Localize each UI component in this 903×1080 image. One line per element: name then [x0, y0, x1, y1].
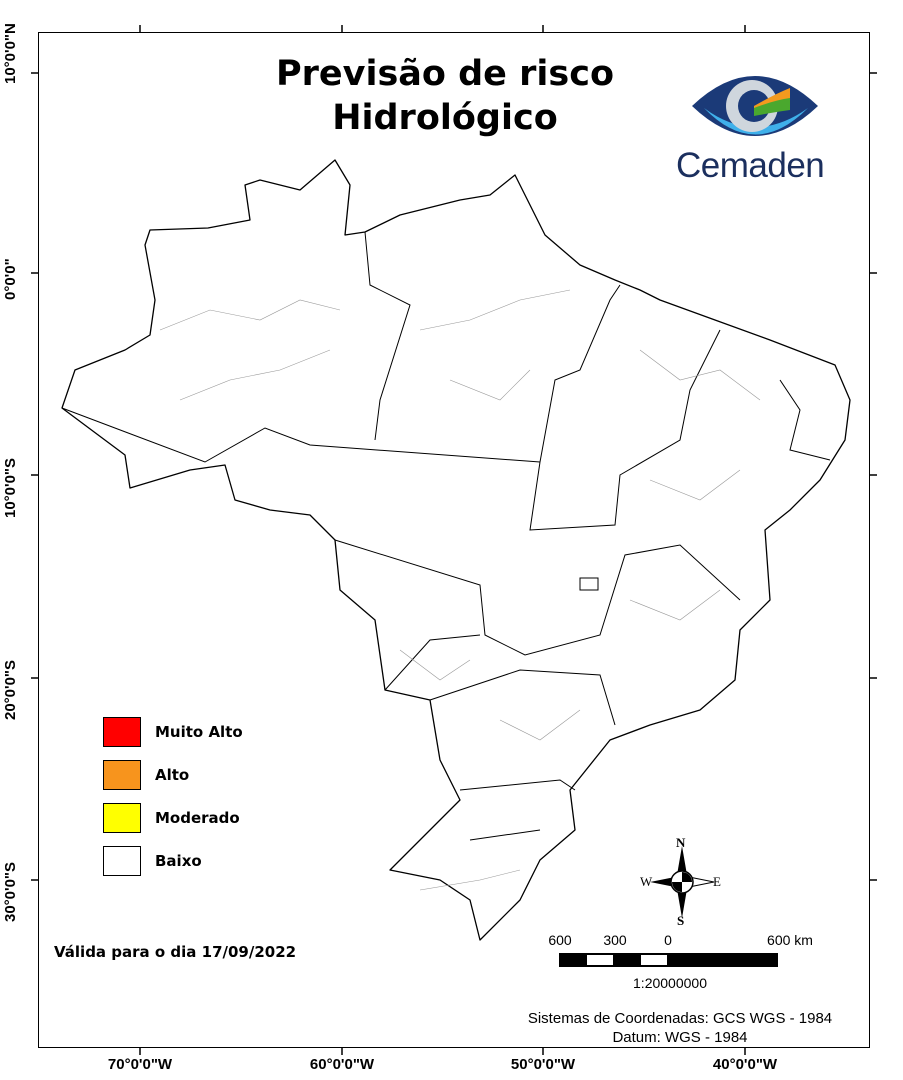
legend-label: Muito Alto — [155, 722, 243, 741]
lat-label-30s: 30°0'0"S — [2, 861, 19, 922]
legend-swatch — [103, 802, 141, 833]
scale-label-0: 0 — [664, 932, 672, 948]
lat-label-10n: 10°0'0"N — [2, 23, 19, 84]
legend-swatch — [103, 845, 141, 876]
lat-label-20s: 20°0'0"S — [2, 659, 19, 720]
validity-date: Válida para o dia 17/09/2022 — [54, 943, 297, 961]
legend-swatch — [103, 716, 141, 747]
legend-label: Alto — [155, 765, 190, 784]
lat-label-0: 0°0'0" — [2, 258, 19, 300]
map-title: Previsão de risco Hidrológico — [230, 52, 660, 140]
legend-item-muito-alto: Muito Alto — [103, 710, 243, 753]
legend-label: Moderado — [155, 808, 240, 827]
scale-label-600-left: 600 — [548, 932, 572, 948]
lat-label-10s: 10°0'0"S — [2, 457, 19, 518]
legend: Muito Alto Alto Moderado Baixo — [103, 710, 243, 882]
lon-label-60w: 60°0'0"W — [309, 1056, 375, 1073]
map-frame — [38, 32, 870, 1048]
scale-ratio: 1:20000000 — [633, 975, 707, 991]
legend-item-alto: Alto — [103, 753, 243, 796]
east-label: E — [713, 874, 721, 889]
legend-swatch — [103, 759, 141, 790]
scale-label-600-right: 600 km — [767, 932, 813, 948]
title-line-2: Hidrológico — [332, 98, 558, 138]
legend-item-moderado: Moderado — [103, 796, 243, 839]
lon-label-40w: 40°0'0"W — [712, 1056, 778, 1073]
datum-line: Datum: WGS - 1984 — [612, 1029, 748, 1046]
scale-label-300: 300 — [603, 932, 627, 948]
south-label: S — [677, 913, 685, 928]
municipal-borders — [159, 289, 761, 891]
cemaden-logo-text: Cemaden — [676, 146, 825, 185]
lon-label-70w: 70°0'0"W — [107, 1056, 173, 1073]
title-line-1: Previsão de risco — [275, 54, 614, 94]
north-arrow-icon — [650, 846, 715, 918]
state-borders — [61, 231, 831, 841]
legend-item-baixo: Baixo — [103, 839, 243, 882]
lon-label-50w: 50°0'0"W — [510, 1056, 576, 1073]
scale-bar — [559, 953, 778, 967]
cemaden-logo-icon — [692, 76, 818, 136]
brazil-outline — [61, 159, 851, 941]
coordinate-system: Sistemas de Coordenadas: GCS WGS - 1984 … — [480, 1009, 880, 1047]
coordinate-system-line: Sistemas de Coordenadas: GCS WGS - 1984 — [527, 1010, 833, 1027]
west-label: W — [640, 874, 653, 889]
legend-label: Baixo — [155, 851, 202, 870]
north-label: N — [676, 835, 686, 850]
